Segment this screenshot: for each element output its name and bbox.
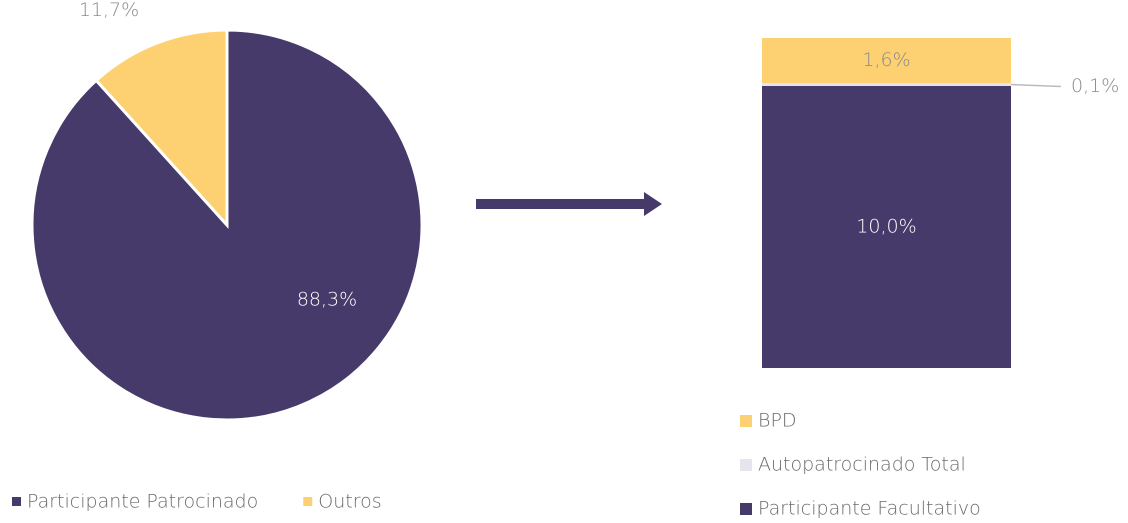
- legend-swatch: [303, 497, 313, 506]
- arrow: [476, 192, 662, 216]
- bar-label: 10,0%: [856, 215, 916, 237]
- bar-segment: [762, 38, 1011, 84]
- legend-swatch: [12, 497, 21, 506]
- legend-label: Participante Patrocinado: [27, 491, 258, 513]
- legend-label: BPD: [758, 410, 797, 432]
- legend-label: Outros: [318, 491, 381, 513]
- legend-label: Participante Facultativo: [758, 498, 981, 520]
- arrow-shaft: [476, 199, 644, 209]
- legend-swatch: [740, 415, 752, 427]
- legend-swatch: [740, 503, 752, 515]
- arrow-head: [644, 192, 662, 216]
- pie-slice: [94, 28, 229, 229]
- bar-label: 0,1%: [1071, 75, 1119, 97]
- legend-swatch: [740, 459, 752, 471]
- legend-label: Autopatrocinado Total: [758, 454, 966, 476]
- bar-label: 1,6%: [862, 49, 910, 71]
- bar-segment: [762, 83, 1011, 86]
- leader-line: [1010, 83, 1062, 88]
- bar-segment: [762, 85, 1011, 368]
- slice-label: 11,7%: [79, 0, 139, 21]
- slice-label: 88,3%: [297, 289, 357, 311]
